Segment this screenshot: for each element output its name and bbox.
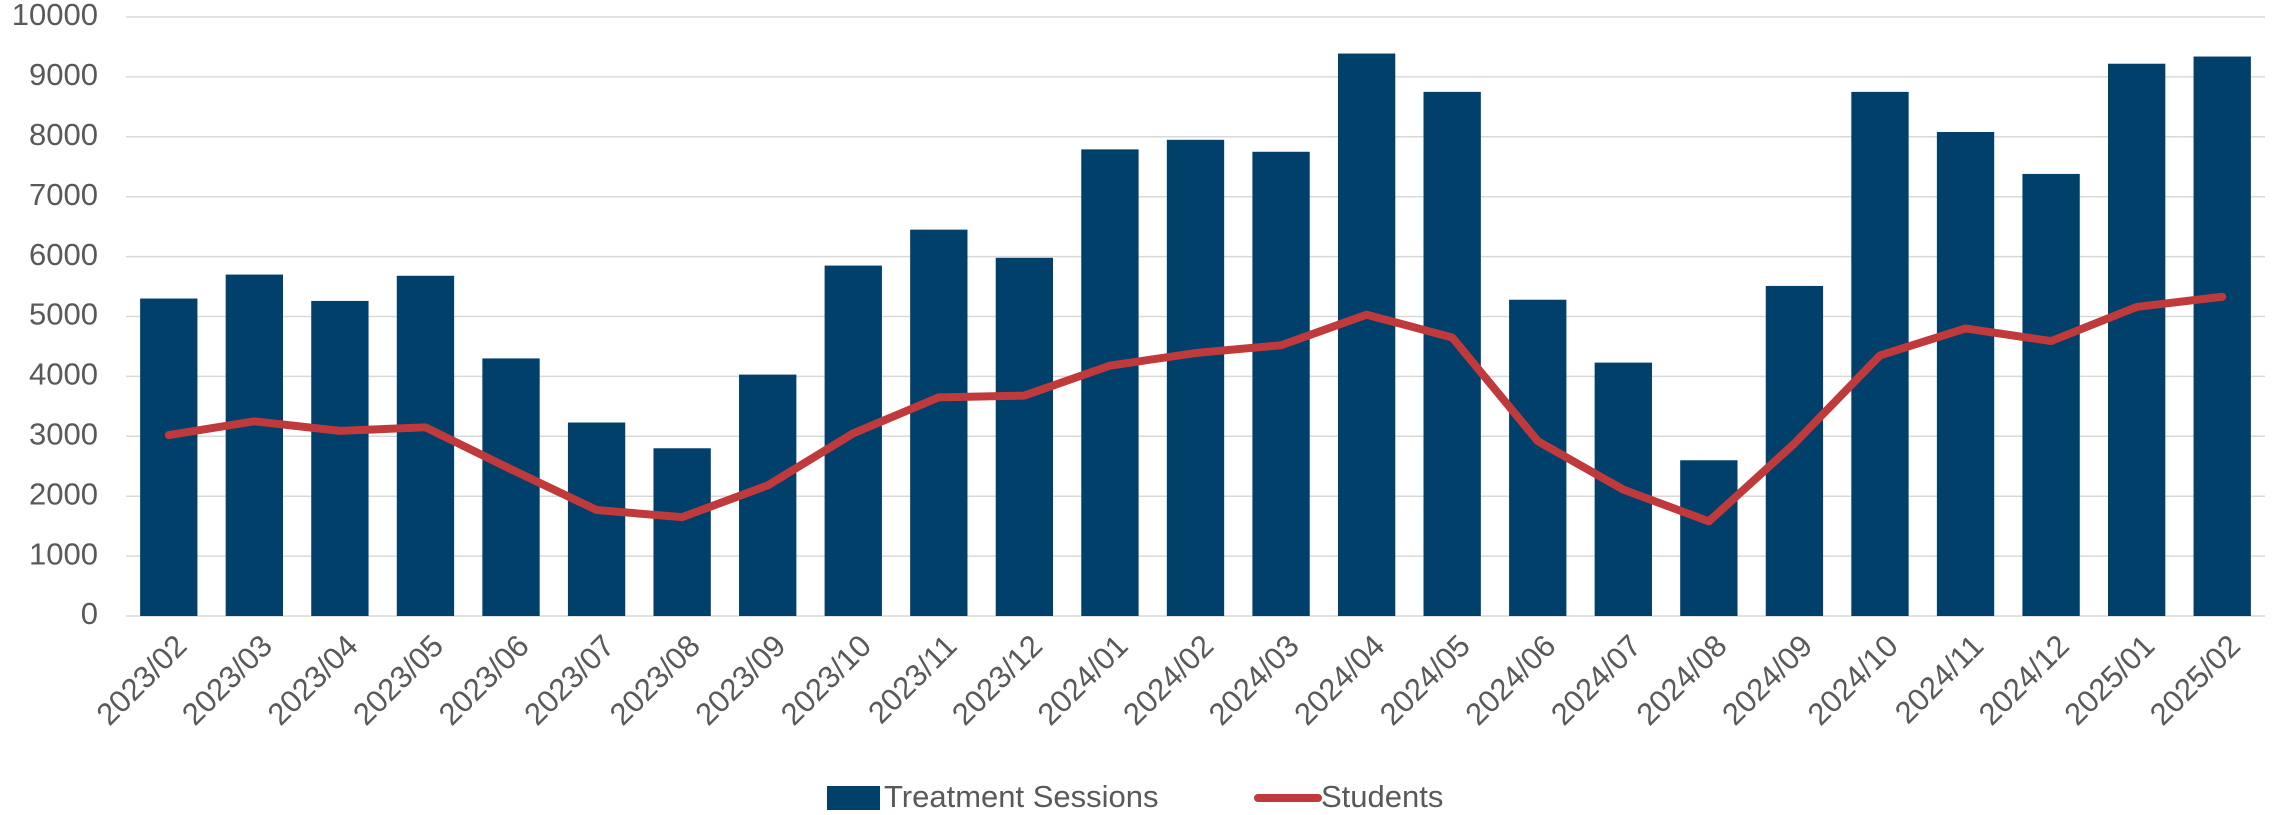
x-tick-label: 2025/01	[2057, 628, 2161, 732]
bar	[1252, 151, 1310, 616]
x-tick-label: 2023/03	[175, 628, 279, 732]
x-tick-label: 2023/11	[861, 628, 963, 730]
x-tick-label: 2024/05	[1373, 628, 1477, 732]
y-tick-label: 10000	[12, 0, 98, 32]
y-tick-label: 4000	[29, 357, 98, 392]
x-tick-label: 2024/02	[1116, 628, 1220, 732]
y-tick-label: 8000	[29, 117, 98, 152]
x-tick-label: 2023/05	[346, 628, 450, 732]
bar	[2022, 173, 2080, 617]
bar	[910, 229, 968, 616]
bar	[140, 298, 198, 616]
x-tick-label: 2024/04	[1287, 628, 1391, 732]
bar	[1936, 132, 1995, 616]
y-tick-label: 7000	[29, 177, 98, 212]
legend-label: Students	[1321, 779, 1443, 814]
x-tick-label: 2023/07	[517, 628, 621, 732]
x-tick-label: 2025/02	[2143, 628, 2247, 732]
x-tick-label: 2024/07	[1544, 628, 1648, 732]
bar	[2107, 63, 2166, 617]
bar	[1166, 139, 1225, 617]
bar	[482, 358, 540, 616]
x-tick-label: 2024/11	[1888, 628, 1990, 730]
x-tick-label: 2023/04	[261, 628, 365, 732]
x-tick-label: 2023/06	[432, 628, 536, 732]
line	[164, 292, 2227, 526]
bar	[396, 275, 455, 616]
y-tick-label: 1000	[29, 536, 98, 571]
y-tick-label: 0	[81, 596, 98, 631]
x-tick-label: 2024/08	[1630, 628, 1734, 732]
x-tick-label: 2023/08	[603, 628, 707, 732]
x-tick-label: 2024/12	[1972, 628, 2076, 732]
bar	[1765, 285, 1824, 616]
legend-label: Treatment Sessions	[884, 779, 1159, 814]
bar	[995, 257, 1054, 616]
bar	[311, 300, 369, 616]
bar	[1509, 299, 1567, 616]
x-tick-label: 2024/09	[1715, 628, 1819, 732]
y-tick-label: 9000	[29, 57, 98, 92]
x-tick-label: 2024/01	[1031, 628, 1135, 732]
x-tick-label: 2024/06	[1458, 628, 1562, 732]
bar	[1423, 91, 1481, 616]
y-tick-label: 3000	[29, 416, 98, 451]
x-tick-label: 2024/03	[1202, 628, 1306, 732]
x-tick-label: 2023/02	[90, 628, 194, 732]
bar	[2193, 56, 2251, 617]
bar	[225, 274, 284, 616]
x-tick-label: 2023/10	[774, 628, 878, 732]
bar	[1337, 53, 1396, 616]
bar	[1081, 149, 1139, 616]
legend-swatch	[827, 786, 880, 810]
x-tick-label: 2023/12	[945, 628, 1049, 732]
bar	[567, 422, 626, 616]
bar	[824, 265, 882, 616]
bar	[653, 448, 711, 616]
x-tick-label: 2023/09	[688, 628, 792, 732]
y-tick-label: 2000	[29, 476, 98, 511]
bar	[1680, 460, 1738, 616]
x-tick-label: 2024/10	[1801, 628, 1905, 732]
y-tick-label: 6000	[29, 237, 98, 272]
y-tick-label: 5000	[29, 297, 98, 332]
